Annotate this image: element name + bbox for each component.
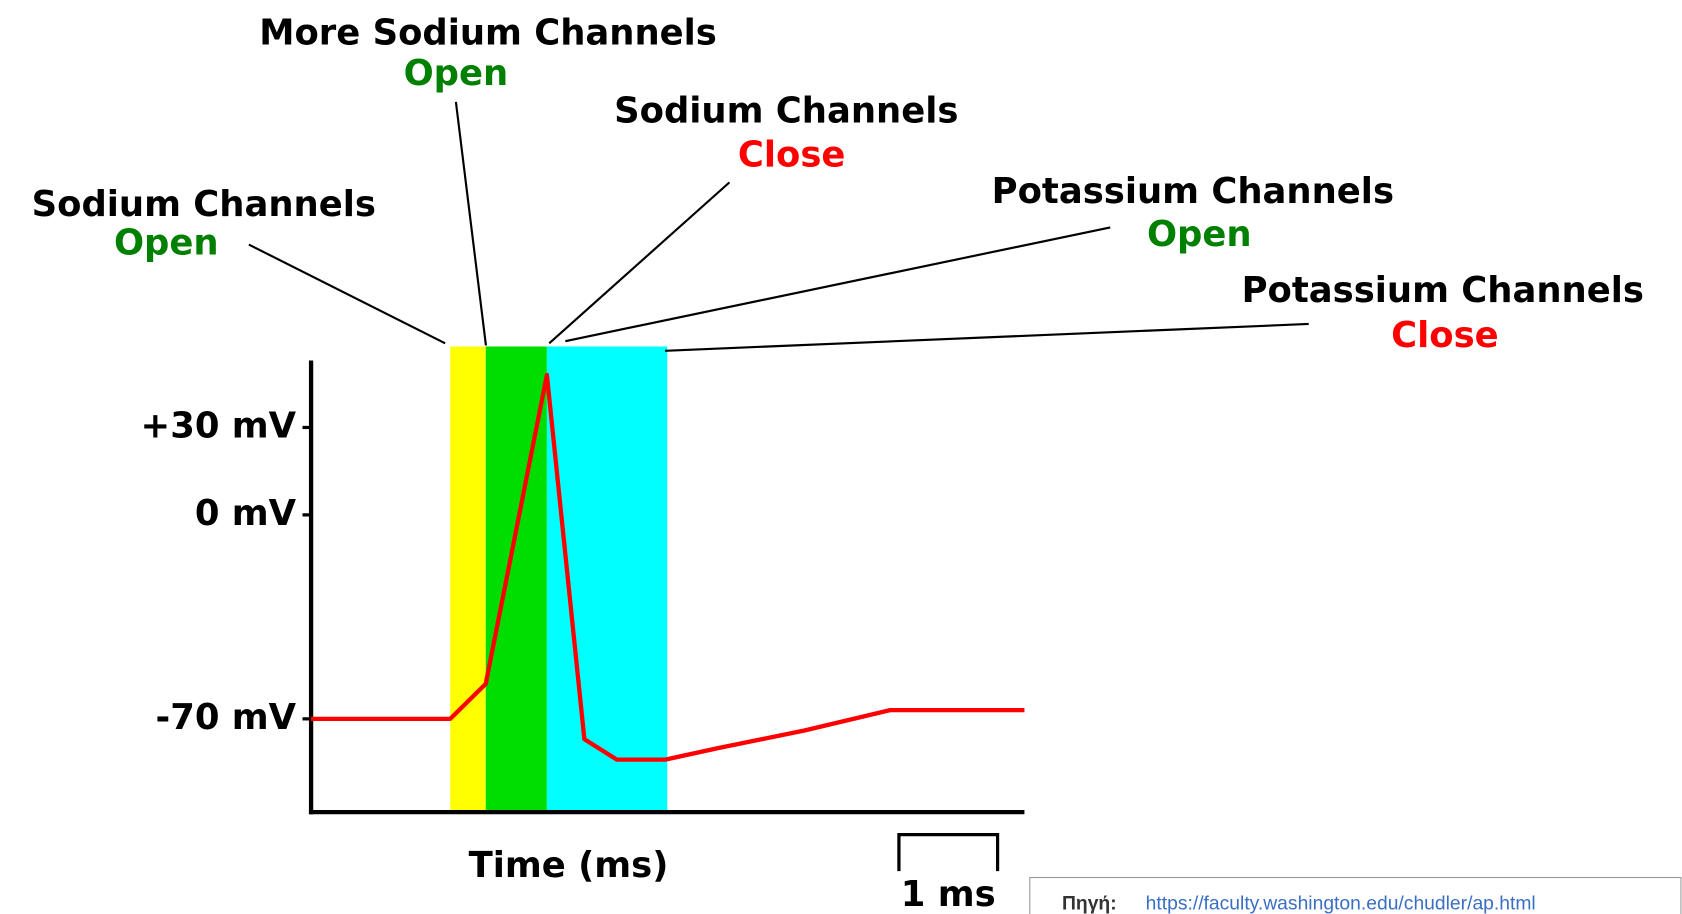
membrane-potential-line <box>311 372 1025 762</box>
pointer-line <box>454 101 487 346</box>
pointer-line <box>565 226 1111 343</box>
y-tick-label: +30 mV <box>141 405 297 446</box>
pointer-line <box>548 181 731 345</box>
channel-region <box>450 346 486 813</box>
annotation-state: Open <box>114 223 219 264</box>
annotation-state: Close <box>1391 315 1498 356</box>
annotation-text: Sodium Channels <box>32 184 376 225</box>
y-tick-label: -70 mV <box>156 697 297 738</box>
annotation-state: Open <box>404 53 509 94</box>
annotation-state: Close <box>738 135 845 176</box>
scale-bar <box>897 833 1000 872</box>
y-tick-label: 0 mV <box>195 493 297 534</box>
source-link[interactable]: https://faculty.washington.edu/chudler/a… <box>1146 893 1536 914</box>
pointer-line <box>665 322 1309 352</box>
annotation-text: Potassium Channels <box>992 171 1394 212</box>
scale-bar-label: 1 ms <box>901 874 996 914</box>
x-axis-label: Time (ms) <box>469 845 669 886</box>
pointer-line <box>248 243 446 345</box>
source-label: Πηγή: <box>1062 893 1117 914</box>
annotation-text: More Sodium Channels <box>259 12 717 53</box>
source-box <box>1029 876 1682 914</box>
annotation-state: Open <box>1147 214 1252 255</box>
annotation-text: Sodium Channels <box>614 91 958 132</box>
channel-region <box>546 346 668 813</box>
annotation-text: Potassium Channels <box>1242 270 1644 311</box>
